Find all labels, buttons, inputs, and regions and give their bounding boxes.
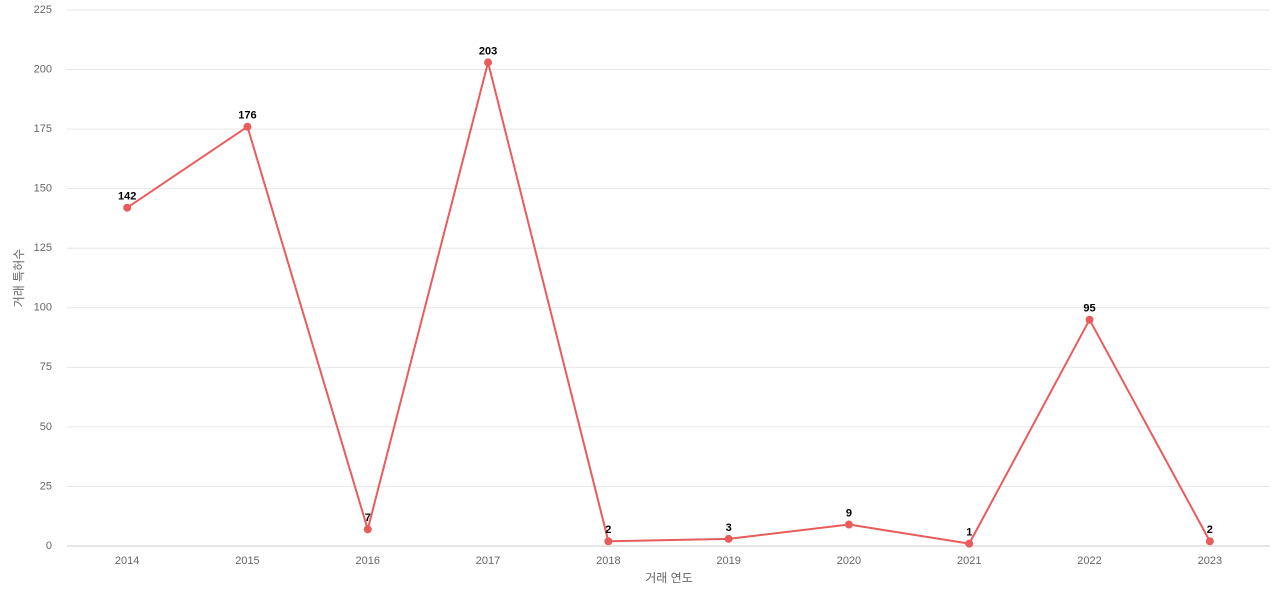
y-tick-label: 75 — [40, 361, 52, 373]
value-label: 176 — [238, 110, 256, 122]
point — [484, 58, 493, 67]
x-tick-label: 2022 — [1077, 555, 1101, 567]
y-tick-label: 200 — [34, 63, 52, 75]
point — [1205, 537, 1214, 546]
y-tick-label: 100 — [34, 302, 52, 314]
x-tick-label: 2021 — [957, 555, 981, 567]
y-tick-label: 125 — [34, 242, 52, 254]
x-tick-label: 2020 — [837, 555, 861, 567]
y-tick-label: 0 — [46, 540, 52, 552]
x-tick-label: 2018 — [596, 555, 620, 567]
point — [243, 122, 252, 131]
x-axis-label: 거래 연도 — [645, 571, 693, 585]
y-tick-label: 25 — [40, 480, 52, 492]
value-label: 203 — [479, 45, 497, 57]
x-tick-label: 2017 — [476, 555, 500, 567]
value-label: 7 — [365, 512, 371, 524]
value-label: 9 — [846, 507, 852, 519]
value-label: 2 — [1207, 524, 1213, 536]
x-tick-label: 2019 — [716, 555, 740, 567]
y-tick-label: 225 — [34, 4, 52, 16]
value-label: 142 — [118, 191, 136, 203]
value-label: 1 — [966, 527, 972, 539]
point — [123, 203, 132, 212]
point — [604, 537, 613, 546]
x-tick-label: 2016 — [356, 555, 380, 567]
value-label: 2 — [605, 524, 611, 536]
point — [363, 525, 372, 534]
value-label: 95 — [1083, 303, 1095, 315]
x-tick-label: 2015 — [235, 555, 259, 567]
y-tick-label: 175 — [34, 123, 52, 135]
y-tick-label: 50 — [40, 421, 52, 433]
value-label: 3 — [726, 522, 732, 534]
point — [965, 539, 974, 548]
y-tick-label: 150 — [34, 183, 52, 195]
x-tick-label: 2023 — [1198, 555, 1222, 567]
x-tick-label: 2014 — [115, 555, 139, 567]
point — [1085, 315, 1094, 324]
point — [724, 534, 733, 543]
y-axis-label: 거래 특허수 — [12, 249, 26, 308]
point — [844, 520, 853, 529]
line — [126, 62, 1211, 545]
